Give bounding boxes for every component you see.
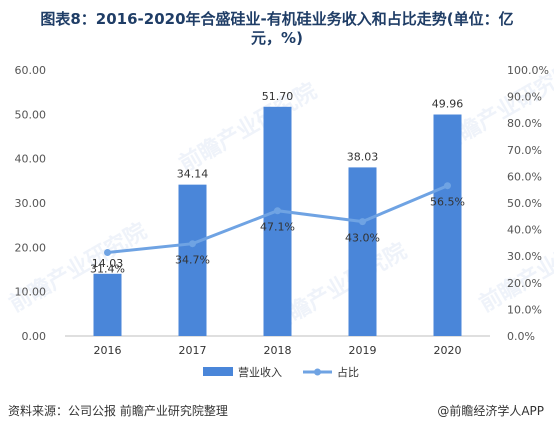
bar: [263, 106, 292, 337]
right-tick-label: 100.0%: [507, 64, 549, 77]
x-tick-label: 2019: [349, 344, 377, 357]
bar: [433, 114, 462, 336]
legend-swatch-bar: [203, 367, 233, 376]
right-tick-label: 30.0%: [507, 250, 542, 263]
left-tick-label: 50.00: [15, 108, 47, 121]
chart-title-line1: 图表8：2016-2020年合盛硅业-有机硅业务收入和占比走势(单位：亿: [40, 10, 514, 28]
bar: [93, 273, 122, 336]
right-tick-label: 80.0%: [507, 117, 542, 130]
left-tick-label: 60.00: [15, 64, 47, 77]
right-tick-label: 70.0%: [507, 144, 542, 157]
right-tick-label: 60.0%: [507, 170, 542, 183]
source-note: 资料来源：公司公报 前瞻产业研究院整理: [8, 404, 228, 418]
line-value-label: 56.5%: [430, 196, 465, 209]
bar-value-label: 51.70: [262, 90, 294, 103]
right-tick-label: 90.0%: [507, 91, 542, 104]
line-point: [104, 248, 111, 256]
right-tick-label: 40.0%: [507, 224, 542, 237]
left-tick-label: 30.00: [15, 197, 47, 210]
chart-title-line2: 元，%): [251, 29, 303, 47]
line-point: [274, 207, 281, 215]
x-tick-label: 2016: [94, 344, 122, 357]
line-value-label: 47.1%: [260, 221, 295, 234]
bar-value-label: 14.03: [92, 257, 124, 270]
line-value-label: 34.7%: [175, 254, 210, 267]
x-tick-label: 2018: [264, 344, 292, 357]
legend-swatch-point: [314, 368, 321, 376]
left-tick-label: 40.00: [15, 153, 47, 166]
bar-value-label: 38.03: [347, 150, 379, 163]
right-tick-label: 50.0%: [507, 197, 542, 210]
chart-title: 图表8：2016-2020年合盛硅业-有机硅业务收入和占比走势(单位：亿 元，%…: [0, 10, 554, 48]
x-tick-label: 2020: [434, 344, 462, 357]
left-tick-label: 0.00: [22, 330, 47, 343]
right-tick-label: 20.0%: [507, 277, 542, 290]
bar: [348, 167, 377, 336]
line-point: [189, 240, 196, 248]
left-tick-label: 20.00: [15, 241, 47, 254]
line-value-label: 31.4%: [90, 262, 125, 275]
bar-value-label: 34.14: [177, 168, 209, 181]
left-tick-label: 10.00: [15, 286, 47, 299]
right-tick-label: 10.0%: [507, 303, 542, 316]
legend-label-bar: 营业收入: [238, 365, 282, 379]
line-point: [359, 218, 366, 226]
line-value-label: 43.0%: [345, 232, 380, 245]
legend-label-line: 占比: [337, 365, 359, 379]
x-tick-label: 2017: [179, 344, 207, 357]
credit-note: @前瞻经济学人APP: [437, 404, 544, 418]
line-point: [444, 182, 451, 190]
bar-value-label: 49.96: [432, 98, 464, 111]
bar: [178, 184, 207, 336]
right-tick-label: 0.0%: [507, 330, 535, 343]
